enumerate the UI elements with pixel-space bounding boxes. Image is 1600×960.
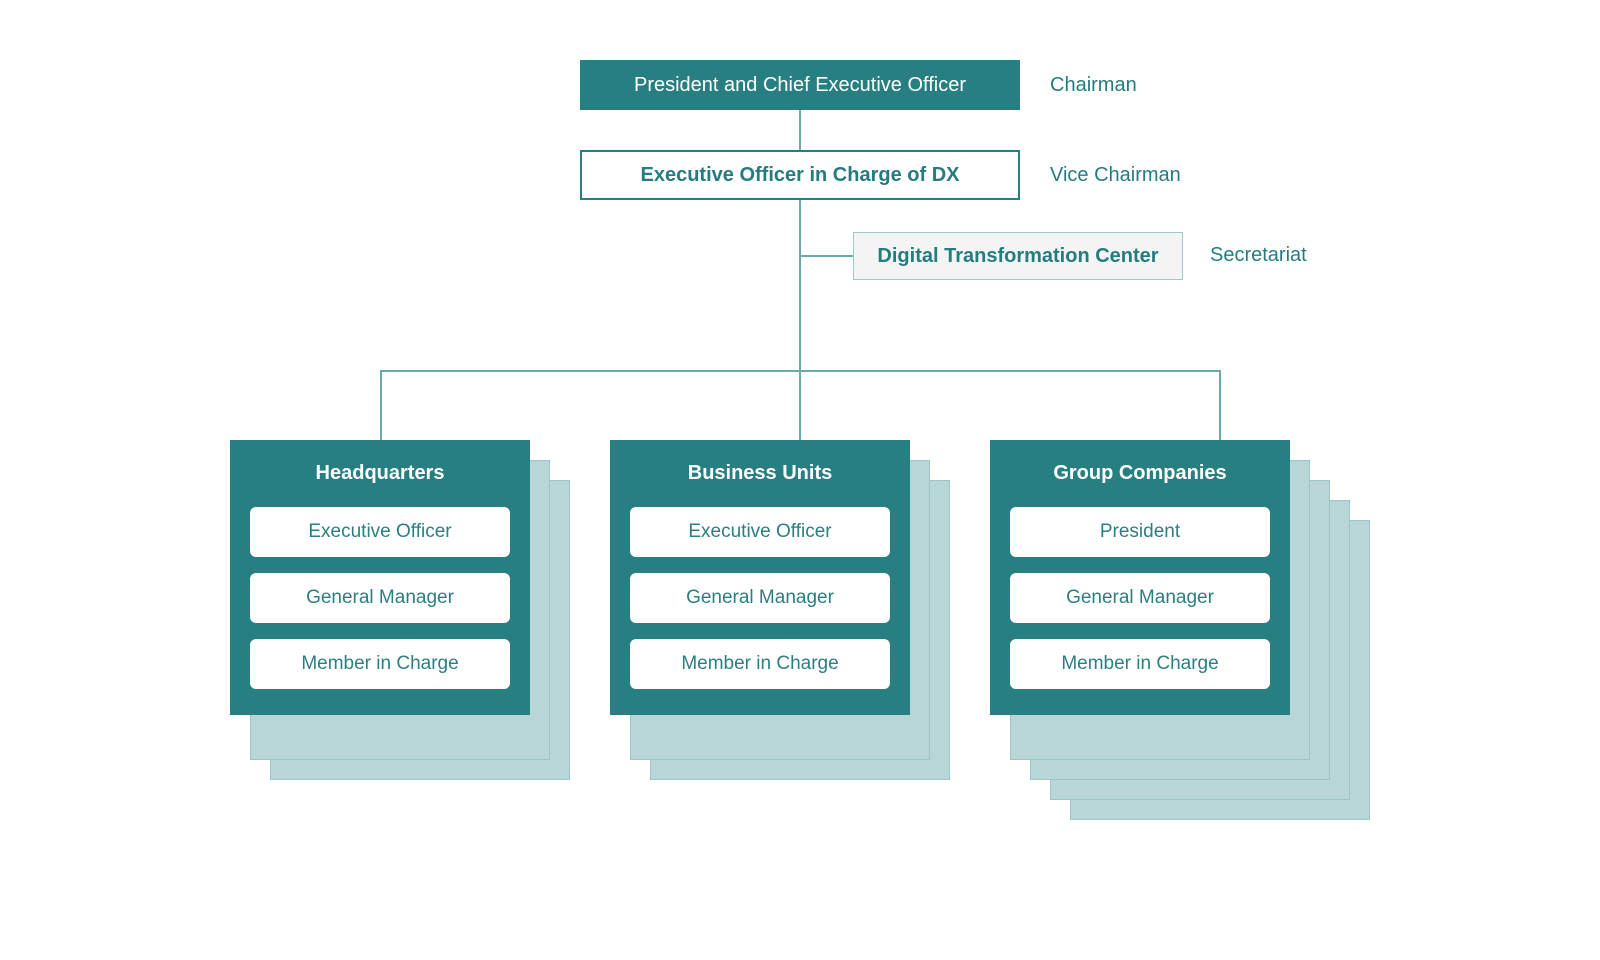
card-title: Group Companies [1010,462,1270,485]
connector-line [799,370,801,440]
role-pill: General Manager [1010,573,1270,623]
card-title: Business Units [630,462,890,485]
role-pill: General Manager [250,573,510,623]
exec-dx-box: Executive Officer in Charge of DX [580,150,1020,200]
card-stack-headquarters: Headquarters Executive Officer General Man… [230,440,570,780]
connector-line [799,110,801,150]
role-pill: Member in Charge [1010,639,1270,689]
top-hierarchy: President and Chief Executive Officer Ch… [200,60,1400,360]
role-pill: Member in Charge [630,639,890,689]
org-chart-diagram: President and Chief Executive Officer Ch… [200,60,1400,360]
role-pill: Executive Officer [630,507,890,557]
role-pill: General Manager [630,573,890,623]
chairman-label: Chairman [1050,74,1137,97]
exec-dx-label: Executive Officer in Charge of DX [641,164,960,187]
connector-line [799,255,853,257]
connector-line [1219,370,1221,440]
card-group-companies: Group Companies President General Manager M… [990,440,1290,715]
card-business-units: Business Units Executive Officer General M… [610,440,910,715]
card-headquarters: Headquarters Executive Officer General Man… [230,440,530,715]
card-stack-business-units: Business Units Executive Officer General M… [610,440,950,780]
card-stack-group-companies: Group Companies President General Manager M… [990,440,1370,820]
connector-line [799,200,801,370]
role-pill: Member in Charge [250,639,510,689]
dtc-label: Digital Transformation Center [877,245,1158,268]
role-pill: President [1010,507,1270,557]
vice-chairman-label: Vice Chairman [1050,164,1181,187]
president-box: President and Chief Executive Officer [580,60,1020,110]
connector-line [380,370,382,440]
org-cards-row: Headquarters Executive Officer General Man… [200,440,1400,820]
card-title: Headquarters [250,462,510,485]
dtc-box: Digital Transformation Center [853,232,1183,280]
president-label: President and Chief Executive Officer [634,74,966,97]
secretariat-label: Secretariat [1210,244,1307,267]
role-pill: Executive Officer [250,507,510,557]
